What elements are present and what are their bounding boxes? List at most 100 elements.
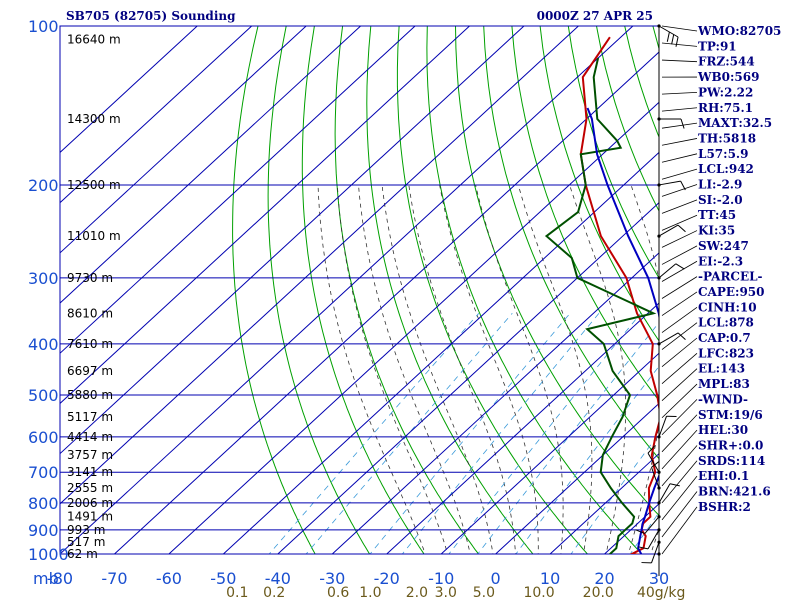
mixing-ratio-line [448,313,642,554]
isotherm-line [168,101,659,554]
moist-adiabat [569,184,627,554]
index-leader [661,460,698,504]
mixing-ratio-label: 5.0 [473,585,495,600]
isotherm-line [60,26,307,254]
index-entry: SHR+:0.0 [698,438,763,452]
wind-barb-staff [647,529,660,550]
isotherm-line [386,302,659,554]
isotherm-line [277,202,659,554]
index-leader [661,184,698,197]
index-entry: LCL:942 [698,162,754,176]
mixing-ratio-label: 40g/kg [637,585,685,600]
temperature-tick-label: 0 [491,569,501,588]
pressure-unit-label: mb [33,569,59,588]
index-entry: SRDS:114 [698,454,765,468]
index-leader [661,429,698,470]
index-leader [661,368,698,402]
index-leader [661,59,698,63]
dry-adiabat [267,26,371,554]
pressure-tick-label: 700 [28,463,59,482]
pressure-tick-label: 1000 [28,545,69,564]
mixing-ratio-line [515,365,659,554]
index-entry: BSHR:2 [698,500,751,514]
index-entry: LI:-2.9 [698,178,742,192]
isotherm-line [60,26,525,455]
height-label: 12500 m [67,178,121,192]
index-entry: TP:91 [698,39,737,53]
index-entry: MPL:83 [698,377,750,391]
index-entry: MAXT:32.5 [698,116,772,130]
index-leader [661,475,698,521]
parcel-line [586,107,659,554]
index-leader [661,153,698,163]
index-leader [661,353,698,384]
index-leader [661,214,698,231]
wind-barb [635,515,661,535]
chart-title: SB705 (82705) Sounding [66,9,236,23]
index-leader [661,230,698,248]
height-label: 6697 m [67,364,113,378]
moist-adiabat [439,184,539,554]
height-label: 2555 m [67,481,113,495]
isotherm-line [60,26,416,354]
temperature-tick-label: 30 [649,569,669,588]
index-entry: EHI:0.1 [698,469,749,483]
wind-barb-staff [658,180,681,186]
mixing-ratio-label: 3.0 [435,585,457,600]
isotherm-line [440,352,659,554]
index-leader [661,306,698,333]
height-label: 7610 m [67,337,113,351]
wind-barb [657,332,686,346]
mixing-ratio-line [401,313,600,554]
mixing-ratio-label: 0.1 [226,585,248,600]
index-leader [661,92,698,95]
wind-barb-staff [658,416,667,438]
index-leader [661,491,698,538]
index-leader [661,138,698,146]
dry-adiabat [455,26,659,517]
wind-barb-flag [647,445,656,454]
height-label: 4414 m [67,430,113,444]
index-leader [661,107,698,112]
isotherm-line [331,252,659,554]
index-leader [661,168,698,180]
mixing-ratio-label: 10.0 [523,585,554,600]
wind-barb-staff [658,224,679,237]
pressure-tick-label: 200 [28,176,59,195]
isotherm-line [223,151,659,554]
index-leader [661,322,698,350]
index-leader [661,337,698,367]
index-entry: STM:19/6 [698,408,763,422]
index-entry: LFC:823 [698,346,754,360]
isobar-isotherm-grid [59,25,660,555]
pressure-tick-label: 100 [28,17,59,36]
index-entry: PW:2.22 [698,85,753,99]
temperature-tick-label: 20 [594,569,614,588]
index-entry: RH:75.1 [698,101,753,115]
temperature-tick-label: -10 [428,569,454,588]
dry-adiabat [511,26,659,402]
height-label: 9730 m [67,271,113,285]
index-entry: EI:-2.3 [698,254,743,268]
wind-barb-flag [666,31,670,42]
height-label: 11010 m [67,229,121,243]
index-leader [661,122,698,129]
index-entry: SW:247 [698,239,749,253]
wind-barb-flag [671,34,675,45]
index-entry: TT:45 [698,208,736,222]
height-label: 1491 m [67,510,113,524]
height-label: 62 m [67,547,98,561]
wind-barb-staff [658,483,671,504]
temperature-tick-label: -50 [210,569,236,588]
isotherm-line [495,402,659,554]
moist-adiabat [517,184,593,554]
index-entry: TH:5818 [698,131,756,145]
height-label: 2006 m [67,496,113,510]
mixing-ratio-line [369,313,571,554]
sounding-profiles [544,36,659,554]
dry-adiabat [334,26,480,554]
isotherm-line [114,51,659,554]
index-entry: HEL:30 [698,423,748,437]
wind-barb-flag [669,483,680,487]
